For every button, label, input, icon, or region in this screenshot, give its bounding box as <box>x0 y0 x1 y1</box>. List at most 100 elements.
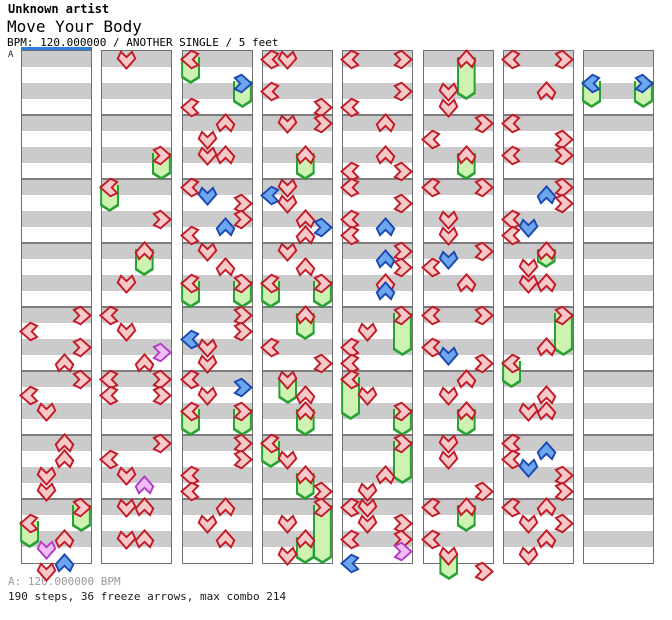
beat-stripe <box>504 51 573 67</box>
beat-stripe <box>584 451 653 467</box>
beat-stripe <box>424 307 493 323</box>
footer-bpm-line: A: 120.000000 BPM <box>8 575 121 588</box>
beat-stripe <box>22 51 91 67</box>
freeze-body <box>313 505 332 564</box>
arrow-right-icon <box>232 377 253 398</box>
arrow-right-icon <box>473 177 494 198</box>
arrow-down-icon <box>277 241 298 262</box>
measure-line <box>343 498 412 500</box>
arrow-down-icon <box>518 257 539 278</box>
beat-stripe <box>584 275 653 291</box>
arrow-up-icon <box>215 528 236 550</box>
arrow-right-icon <box>312 217 333 238</box>
beat-stripe <box>424 323 493 339</box>
arrow-down-icon <box>116 497 137 518</box>
beat-stripe <box>424 195 493 211</box>
arrow-down-icon <box>197 353 218 374</box>
beat-stripe <box>504 483 573 499</box>
arrow-left-icon <box>19 513 40 534</box>
beat-stripe <box>102 195 171 211</box>
arrow-up-icon <box>134 496 155 518</box>
arrow-right-icon <box>151 342 172 363</box>
beat-stripe <box>102 419 171 435</box>
beat-stripe <box>183 483 252 499</box>
measure-line <box>584 178 653 180</box>
arrow-left-icon <box>260 273 281 294</box>
arrow-left-icon <box>99 177 120 198</box>
beat-stripe <box>102 211 171 227</box>
beat-stripe <box>22 211 91 227</box>
beat-stripe <box>424 115 493 131</box>
measure-line <box>22 306 91 308</box>
beat-stripe <box>102 179 171 195</box>
beat-stripe <box>102 307 171 323</box>
beat-stripe <box>343 547 412 563</box>
measure-line <box>424 370 493 372</box>
arrow-left-icon <box>180 401 201 422</box>
arrow-up-icon <box>536 184 557 206</box>
chart-column-1 <box>21 50 92 564</box>
freeze-body <box>393 441 412 484</box>
footer-stats-line: 190 steps, 36 freeze arrows, max combo 2… <box>8 590 287 603</box>
beat-stripe <box>22 83 91 99</box>
beat-stripe <box>584 515 653 531</box>
arrow-up-icon <box>456 48 477 70</box>
beat-stripe <box>183 307 252 323</box>
arrow-up-icon <box>456 400 477 422</box>
beat-stripe <box>22 195 91 211</box>
arrow-up-icon <box>456 144 477 166</box>
arrow-right-icon <box>553 193 574 214</box>
arrow-down-icon <box>357 497 378 518</box>
measure-line <box>504 370 573 372</box>
arrow-down-icon <box>438 545 459 566</box>
arrow-down-icon <box>357 481 378 502</box>
arrow-up-icon <box>536 496 557 518</box>
beat-stripe <box>183 451 252 467</box>
freeze-body-fill <box>459 57 474 97</box>
beat-stripe <box>343 355 412 371</box>
arrow-down-icon <box>36 465 57 486</box>
arrow-left-icon <box>340 529 361 550</box>
arrow-right-icon <box>232 73 253 94</box>
beat-stripe <box>22 131 91 147</box>
measure-line <box>343 114 412 116</box>
arrow-right-icon <box>553 305 574 326</box>
beat-stripe <box>504 371 573 387</box>
beat-stripe <box>584 211 653 227</box>
arrow-down-icon <box>277 49 298 70</box>
arrow-up-icon <box>375 248 396 270</box>
measure-line <box>183 114 252 116</box>
beat-stripe <box>22 291 91 307</box>
arrow-up-icon <box>54 528 75 550</box>
beat-stripe <box>584 467 653 483</box>
measure-line <box>22 114 91 116</box>
arrow-up-icon <box>215 256 236 278</box>
beat-stripe <box>22 227 91 243</box>
beat-stripe <box>424 483 493 499</box>
beat-stripe <box>102 227 171 243</box>
arrow-left-icon <box>99 385 120 406</box>
arrow-down-icon <box>357 321 378 342</box>
arrow-up-icon <box>54 352 75 374</box>
measure-line <box>504 178 573 180</box>
beat-stripe <box>504 467 573 483</box>
beat-stripe <box>424 179 493 195</box>
arrow-right-icon <box>232 273 253 294</box>
measure-line <box>263 434 332 436</box>
beat-stripe <box>343 243 412 259</box>
measure-line <box>263 178 332 180</box>
arrow-down-icon <box>197 385 218 406</box>
arrow-right-icon <box>473 353 494 374</box>
arrow-up-icon <box>295 400 316 422</box>
beat-stripe <box>22 99 91 115</box>
beat-stripe <box>263 339 332 355</box>
beat-stripe <box>584 67 653 83</box>
beat-stripe <box>343 259 412 275</box>
arrow-left-icon <box>340 553 361 574</box>
arrow-down-icon <box>277 545 298 566</box>
arrow-left-icon <box>180 49 201 70</box>
beat-stripe <box>183 547 252 563</box>
arrow-right-icon <box>473 561 494 582</box>
measure-line <box>183 370 252 372</box>
